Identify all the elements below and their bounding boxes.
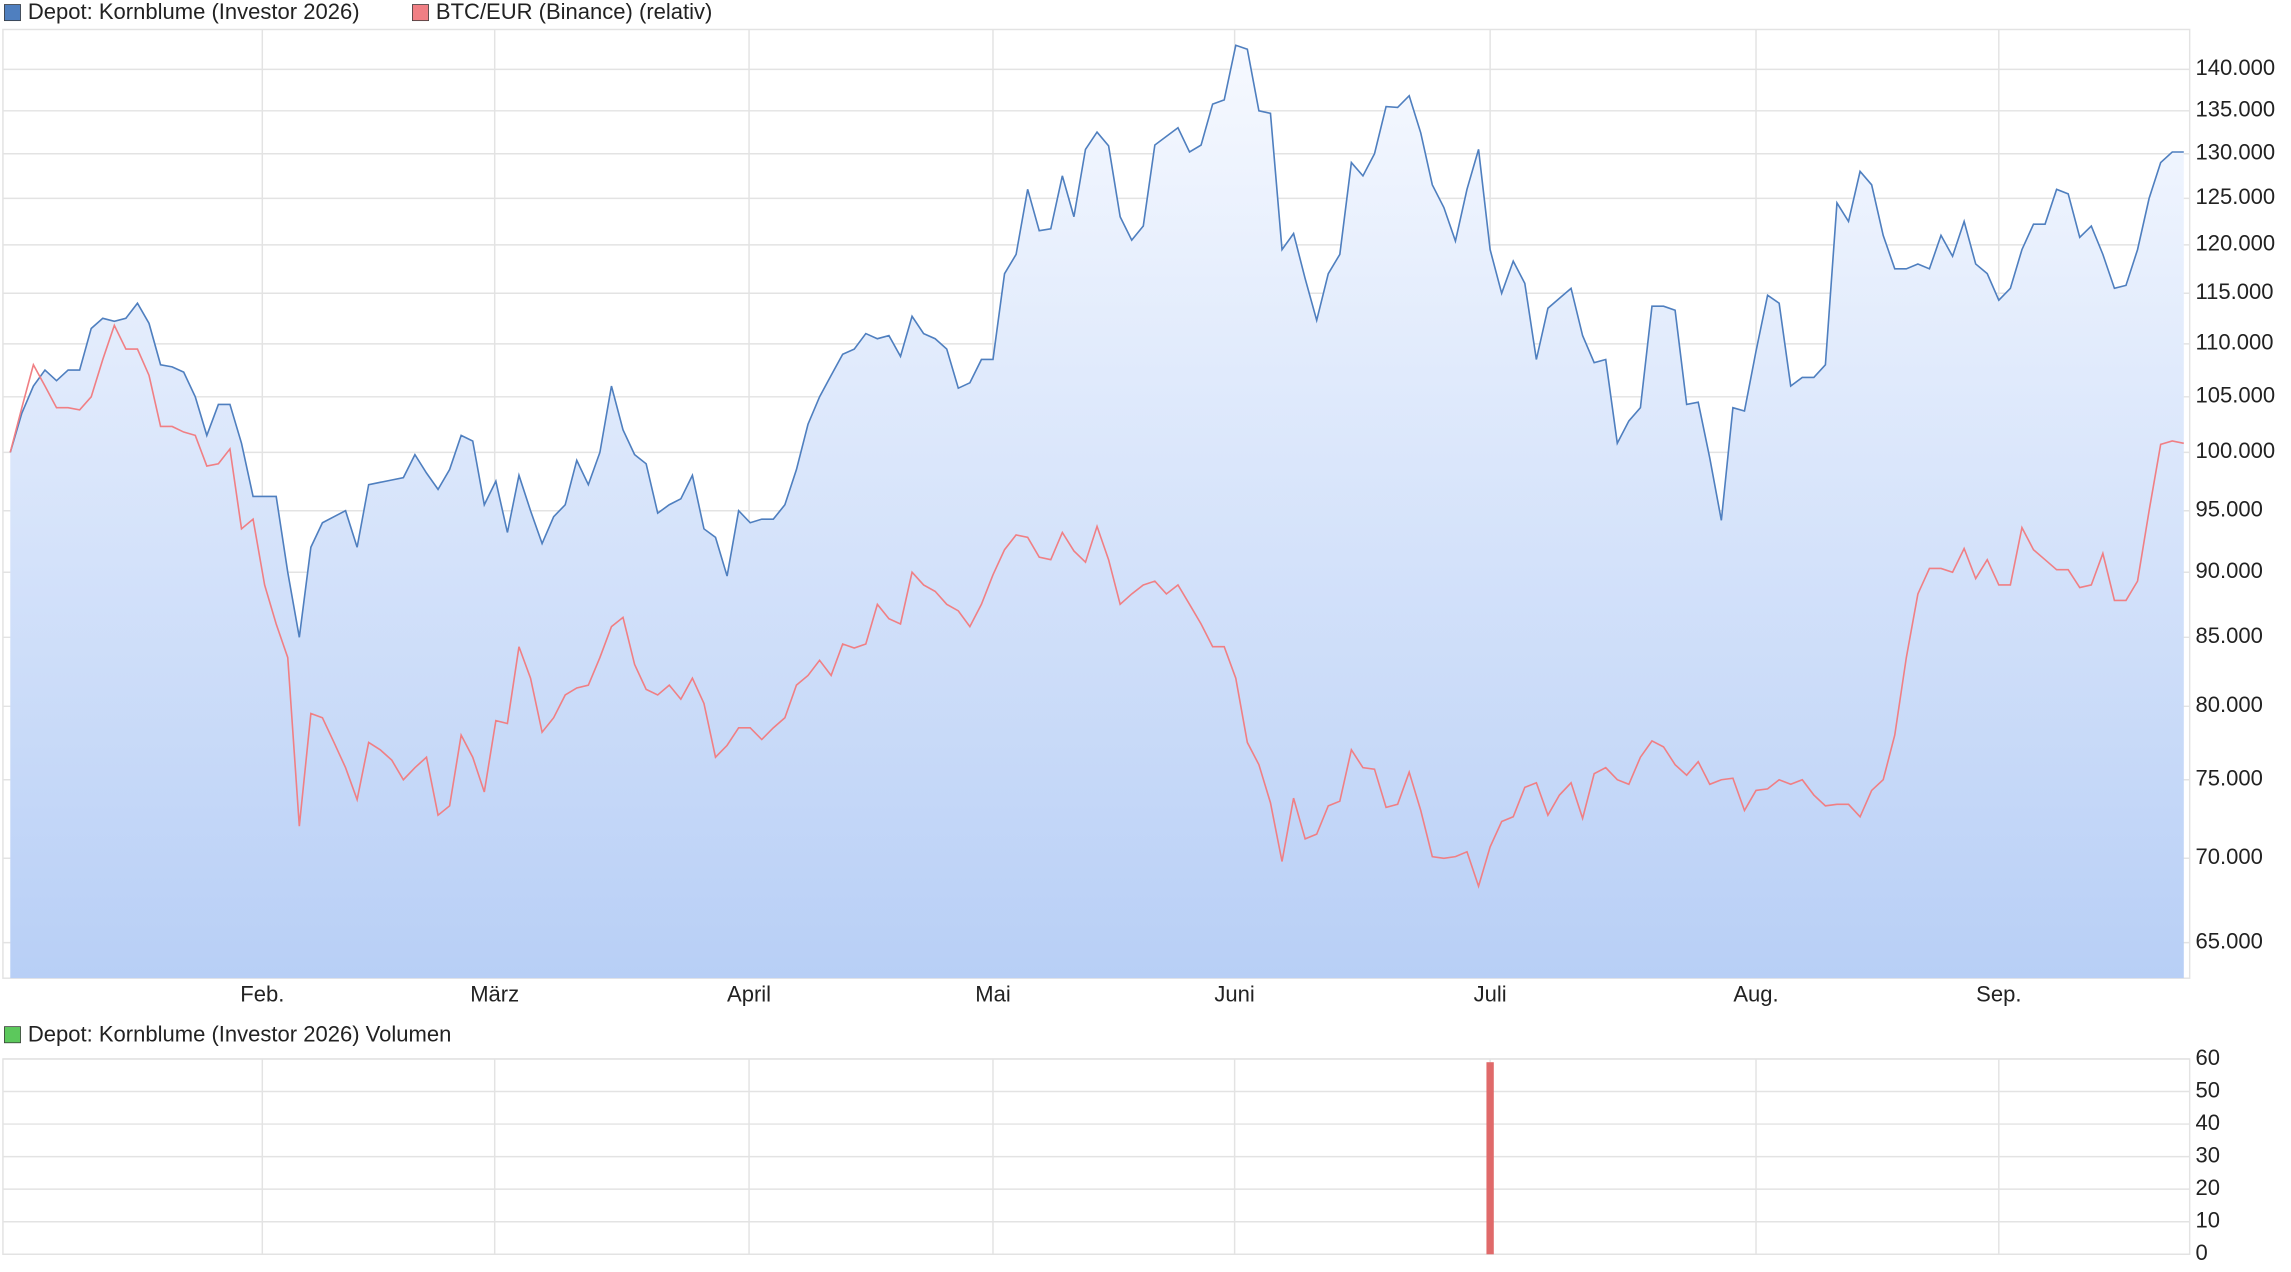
y-tick-label: 10	[2196, 1208, 2221, 1233]
x-tick-label: Mai	[975, 982, 1010, 1007]
y-tick-label: 40	[2196, 1110, 2221, 1135]
y-tick-label: 65.000	[2196, 928, 2263, 953]
line	[9, 44, 2184, 638]
y-tick-label: 75.000	[2196, 766, 2263, 791]
y-tick-label: 120.000	[2196, 231, 2276, 256]
x-tick-label: April	[727, 982, 771, 1007]
legend-label: BTC/EUR (Binance) (relativ)	[436, 0, 712, 24]
legend-swatch	[412, 4, 429, 22]
y-tick-label: 110.000	[2196, 330, 2274, 355]
y-tick-label: 50	[2196, 1077, 2221, 1102]
area	[10, 45, 2184, 979]
y-tick-label: 80.000	[2196, 692, 2263, 717]
line	[9, 323, 2184, 889]
y-tick-label: 85.000	[2196, 623, 2263, 648]
legend-swatch	[4, 1026, 21, 1044]
y-tick-label: 135.000	[2196, 97, 2276, 122]
y-tick-label: 95.000	[2196, 497, 2263, 522]
y-tick-label: 30	[2196, 1142, 2221, 1167]
x-tick-label: Feb.	[240, 982, 284, 1007]
y-tick-label: 115.000	[2196, 279, 2274, 304]
y-tick-label: 20	[2196, 1175, 2221, 1200]
y-tick-label: 140.000	[2196, 55, 2276, 80]
x-tick-label: Sep.	[1976, 982, 2021, 1007]
y-tick-label: 70.000	[2196, 844, 2263, 869]
y-tick-label: 60	[2196, 1045, 2221, 1070]
y-tick-label: 0	[2196, 1240, 2208, 1265]
y-tick-label: 100.000	[2196, 438, 2276, 463]
x-tick-label: Aug.	[1733, 982, 1778, 1007]
legend-label: Depot: Kornblume (Investor 2026) Volumen	[28, 1021, 451, 1046]
y-tick-label: 125.000	[2196, 184, 2276, 209]
x-tick-label: Juli	[1474, 982, 1507, 1007]
legend-swatch	[4, 4, 21, 22]
x-tick-label: Juni	[1214, 982, 1254, 1007]
bar	[1486, 1062, 1494, 1255]
y-tick-label: 130.000	[2196, 140, 2276, 165]
x-tick-label: März	[470, 982, 519, 1007]
y-tick-label: 105.000	[2196, 383, 2276, 408]
legend-label: Depot: Kornblume (Investor 2026)	[28, 0, 360, 24]
y-tick-label: 90.000	[2196, 558, 2263, 583]
